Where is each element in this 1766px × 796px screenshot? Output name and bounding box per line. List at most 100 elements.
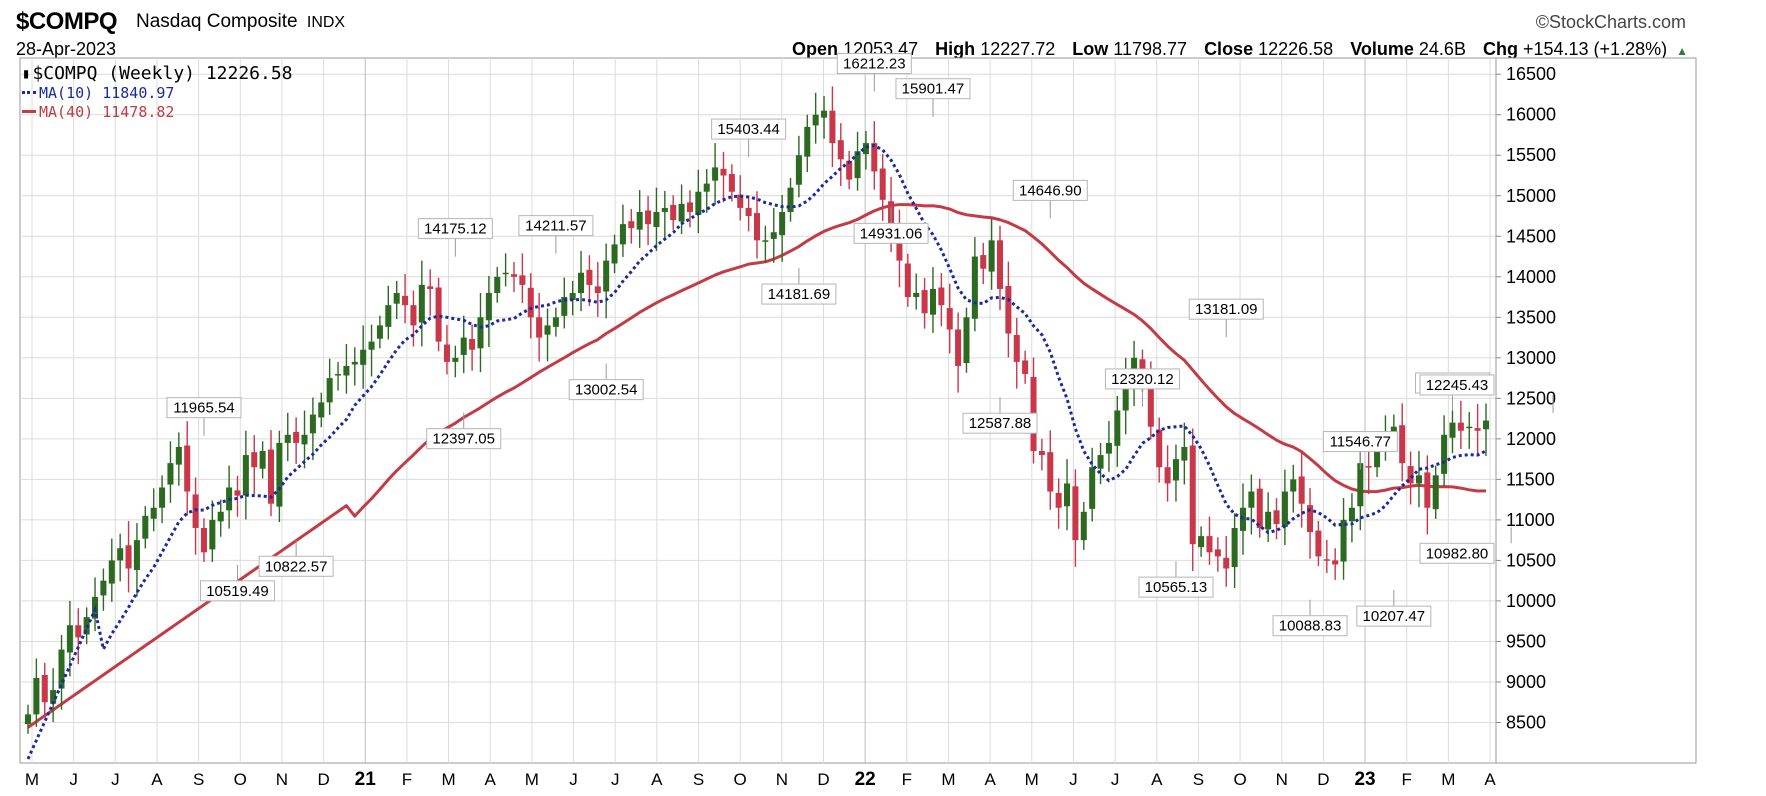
candle-down	[879, 168, 886, 200]
candle-down	[200, 528, 207, 553]
candle-up	[209, 519, 216, 550]
candle-down	[1147, 380, 1154, 427]
candle-up	[50, 690, 57, 704]
candle-down	[267, 449, 275, 504]
candle-down	[234, 490, 241, 496]
candle-up	[787, 187, 794, 212]
low-value: 11798.77	[1113, 39, 1188, 59]
x-tick-label: M	[525, 770, 539, 789]
legend-main: ▮ $COMPQ (Weekly) 12226.58	[22, 63, 293, 84]
annotation-label: 10982.80	[1426, 545, 1489, 562]
candle-up	[569, 293, 576, 300]
candle-down	[1223, 557, 1230, 569]
chart-name: Nasdaq Composite INDX	[136, 11, 345, 33]
y-tick-label: 9500	[1506, 631, 1546, 651]
ma10-line	[26, 143, 1487, 760]
candle-down	[594, 286, 601, 293]
annotation-label: 10822.57	[265, 558, 328, 575]
x-tick-label: J	[1069, 770, 1078, 789]
annotation-box	[853, 222, 929, 244]
candle-up	[695, 191, 702, 215]
x-tick-label: A	[984, 770, 996, 789]
candle-up	[703, 183, 710, 192]
x-tick-label: N	[276, 770, 288, 789]
candle-up	[578, 272, 585, 293]
candle-up	[376, 325, 383, 339]
candlesticks	[24, 86, 1490, 734]
annotation-label: 14211.57	[525, 218, 586, 235]
candle-up	[58, 649, 65, 689]
candle-up	[678, 203, 685, 222]
candle-down	[536, 317, 543, 338]
annotation-label: 12587.88	[969, 415, 1032, 432]
candle-up	[485, 293, 492, 321]
candle-up	[821, 110, 828, 118]
annotation-label: 10088.83	[1279, 618, 1342, 635]
close-label: Close	[1204, 39, 1254, 59]
index-name: Nasdaq Composite	[136, 11, 298, 32]
candle-up	[804, 126, 811, 157]
candle-down	[686, 202, 693, 212]
annotation-box	[417, 218, 493, 240]
candle-up	[33, 677, 40, 715]
y-tick-label: 12000	[1506, 429, 1556, 449]
candle-up	[1097, 455, 1104, 469]
candle-up	[1466, 426, 1473, 429]
annotation-box	[1188, 298, 1264, 320]
chg-value: +154.13 (+1.28%)	[1522, 39, 1668, 59]
x-tick-label: S	[693, 770, 704, 789]
candle-up	[779, 211, 786, 236]
candle-down	[1298, 476, 1305, 504]
candle-up	[1248, 491, 1255, 508]
candle-up	[259, 451, 266, 469]
candle-up	[1432, 475, 1439, 510]
candle-up	[1105, 442, 1112, 454]
candle-up	[318, 402, 325, 418]
candle-up	[971, 256, 978, 319]
candle-up	[242, 455, 249, 496]
candle-down	[938, 287, 945, 306]
x-tick-label: O	[234, 770, 247, 789]
candle-down	[125, 545, 132, 569]
stockcharts-credit[interactable]: ©StockCharts.com	[1535, 12, 1686, 32]
y-tick-label: 13000	[1506, 348, 1556, 368]
candle-down	[837, 140, 844, 160]
annotation-label: 13002.54	[575, 382, 638, 399]
candle-down	[720, 168, 727, 176]
candle-up	[385, 305, 392, 327]
high-label: High	[935, 39, 976, 59]
x-tick-label: A	[485, 770, 497, 789]
y-tick-label: 13500	[1506, 307, 1556, 327]
chart-legend: ▮ $COMPQ (Weekly) 12226.58 MA(10) 11840.…	[22, 63, 293, 121]
candle-down	[586, 269, 593, 285]
annotation-box	[1322, 431, 1398, 453]
candle-up	[1265, 511, 1272, 530]
candle-up	[1198, 536, 1205, 548]
candle-up	[812, 114, 819, 126]
candle-up	[159, 487, 166, 508]
x-tick-label: J	[611, 770, 620, 789]
annotation-label: 14646.90	[1019, 182, 1082, 199]
up-arrow-icon: ▲	[1676, 44, 1688, 58]
annotation-label: 12245.43	[1426, 377, 1489, 394]
candle-up	[988, 240, 995, 272]
x-tick-label: A	[151, 770, 163, 789]
candle-up	[335, 374, 342, 376]
y-tick-label: 11500	[1506, 469, 1555, 489]
x-tick-label: D	[817, 770, 829, 789]
candle-down	[628, 221, 635, 229]
candle-down	[946, 308, 953, 330]
candle-down	[402, 295, 409, 306]
candle-down	[753, 213, 761, 241]
ma10-swatch	[22, 91, 36, 94]
y-axis-labels: 8500 9000 9500 10000 10500 11000 11500 12000 125…	[1506, 64, 1556, 732]
chart-date: 28-Apr-2023	[16, 39, 117, 59]
annotation-label: 12320.12	[1111, 371, 1174, 388]
candle-up	[66, 625, 73, 653]
candle-down	[846, 160, 853, 180]
candle-up	[1089, 467, 1096, 509]
annotation-box	[1272, 615, 1348, 637]
candle-up	[150, 507, 157, 519]
candle-icon: ▮	[22, 65, 31, 82]
